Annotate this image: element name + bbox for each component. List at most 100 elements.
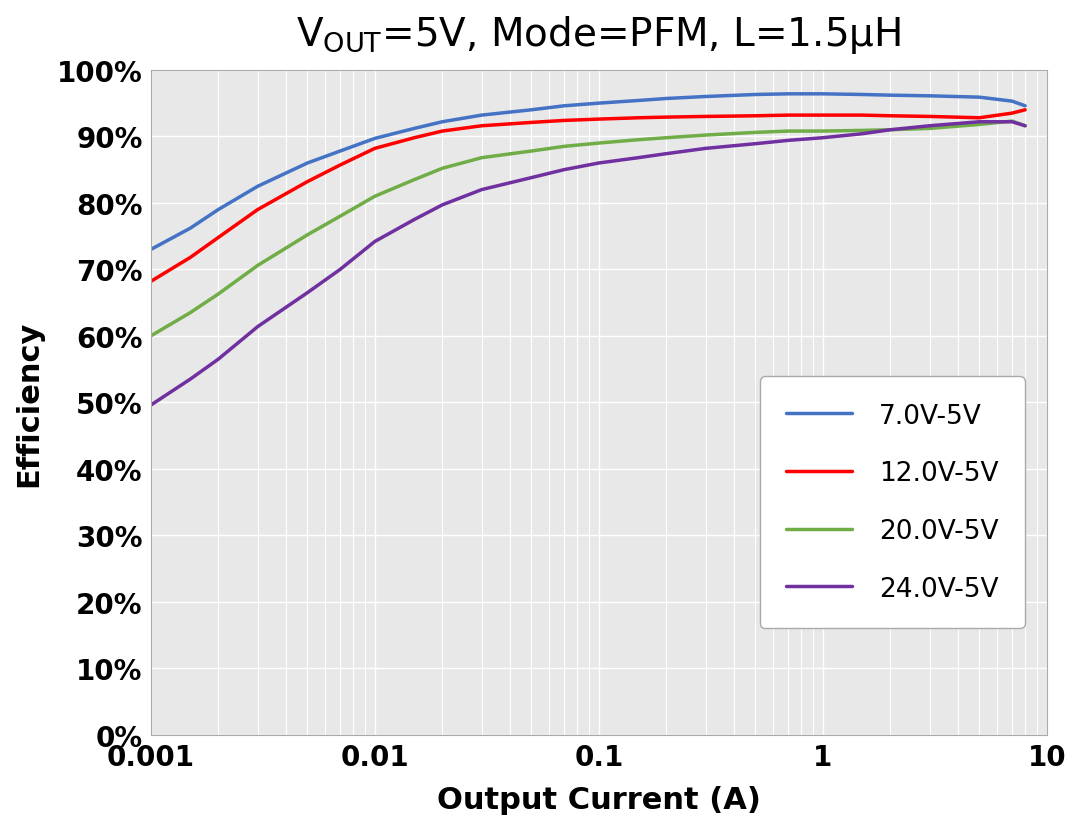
7.0V-5V bbox=[632, 96, 645, 106]
20.0V-5V bbox=[145, 331, 158, 341]
24.0V-5V bbox=[855, 130, 868, 140]
24.0V-5V bbox=[368, 237, 381, 247]
20.0V-5V bbox=[184, 308, 197, 318]
20.0V-5V bbox=[923, 124, 936, 134]
20.0V-5V bbox=[855, 127, 868, 137]
12.0V-5V bbox=[699, 113, 712, 123]
12.0V-5V bbox=[660, 113, 673, 123]
12.0V-5V bbox=[1005, 109, 1018, 119]
7.0V-5V bbox=[699, 93, 712, 103]
12.0V-5V bbox=[883, 112, 896, 122]
20.0V-5V bbox=[699, 131, 712, 141]
Line: 24.0V-5V: 24.0V-5V bbox=[151, 123, 1025, 406]
7.0V-5V bbox=[557, 102, 570, 112]
7.0V-5V bbox=[525, 106, 538, 116]
7.0V-5V bbox=[748, 90, 761, 100]
7.0V-5V bbox=[782, 89, 795, 99]
20.0V-5V bbox=[408, 176, 421, 185]
Y-axis label: Efficiency: Efficiency bbox=[14, 320, 43, 486]
12.0V-5V bbox=[782, 111, 795, 121]
7.0V-5V bbox=[184, 224, 197, 233]
20.0V-5V bbox=[660, 133, 673, 143]
24.0V-5V bbox=[782, 137, 795, 147]
20.0V-5V bbox=[252, 261, 265, 271]
Title: V$_{\mathsf{OUT}}$=5V, Mode=PFM, L=1.5μH: V$_{\mathsf{OUT}}$=5V, Mode=PFM, L=1.5μH bbox=[296, 14, 902, 55]
24.0V-5V bbox=[252, 322, 265, 332]
Line: 12.0V-5V: 12.0V-5V bbox=[151, 111, 1025, 282]
20.0V-5V bbox=[334, 212, 347, 222]
24.0V-5V bbox=[592, 159, 605, 169]
12.0V-5V bbox=[557, 116, 570, 126]
24.0V-5V bbox=[184, 375, 197, 385]
7.0V-5V bbox=[883, 91, 896, 101]
12.0V-5V bbox=[1018, 106, 1031, 116]
20.0V-5V bbox=[436, 164, 449, 174]
7.0V-5V bbox=[1018, 102, 1031, 112]
24.0V-5V bbox=[632, 153, 645, 163]
20.0V-5V bbox=[632, 136, 645, 146]
20.0V-5V bbox=[557, 142, 570, 152]
24.0V-5V bbox=[748, 140, 761, 150]
7.0V-5V bbox=[334, 147, 347, 156]
24.0V-5V bbox=[436, 200, 449, 210]
24.0V-5V bbox=[301, 288, 314, 298]
7.0V-5V bbox=[855, 90, 868, 100]
24.0V-5V bbox=[525, 173, 538, 183]
12.0V-5V bbox=[592, 115, 605, 125]
12.0V-5V bbox=[973, 113, 986, 123]
7.0V-5V bbox=[368, 134, 381, 144]
7.0V-5V bbox=[1005, 97, 1018, 107]
24.0V-5V bbox=[145, 401, 158, 411]
20.0V-5V bbox=[1005, 117, 1018, 127]
7.0V-5V bbox=[660, 94, 673, 104]
24.0V-5V bbox=[475, 185, 488, 195]
24.0V-5V bbox=[973, 118, 986, 128]
12.0V-5V bbox=[368, 144, 381, 154]
12.0V-5V bbox=[632, 113, 645, 123]
20.0V-5V bbox=[816, 127, 829, 137]
12.0V-5V bbox=[475, 122, 488, 132]
12.0V-5V bbox=[408, 133, 421, 143]
12.0V-5V bbox=[212, 233, 225, 243]
20.0V-5V bbox=[475, 153, 488, 163]
24.0V-5V bbox=[334, 265, 347, 275]
20.0V-5V bbox=[782, 127, 795, 137]
Line: 7.0V-5V: 7.0V-5V bbox=[151, 94, 1025, 250]
24.0V-5V bbox=[883, 126, 896, 136]
7.0V-5V bbox=[592, 99, 605, 109]
12.0V-5V bbox=[184, 253, 197, 263]
12.0V-5V bbox=[436, 127, 449, 137]
24.0V-5V bbox=[557, 166, 570, 176]
12.0V-5V bbox=[252, 205, 265, 215]
20.0V-5V bbox=[973, 120, 986, 130]
24.0V-5V bbox=[1005, 118, 1018, 128]
24.0V-5V bbox=[660, 150, 673, 160]
24.0V-5V bbox=[699, 144, 712, 154]
Legend: 7.0V-5V, 12.0V-5V, 20.0V-5V, 24.0V-5V: 7.0V-5V, 12.0V-5V, 20.0V-5V, 24.0V-5V bbox=[760, 377, 1025, 628]
7.0V-5V bbox=[145, 245, 158, 255]
20.0V-5V bbox=[883, 126, 896, 136]
7.0V-5V bbox=[252, 182, 265, 192]
24.0V-5V bbox=[1018, 122, 1031, 132]
X-axis label: Output Current (A): Output Current (A) bbox=[437, 785, 760, 814]
20.0V-5V bbox=[212, 290, 225, 300]
20.0V-5V bbox=[368, 192, 381, 202]
12.0V-5V bbox=[301, 177, 314, 187]
Line: 20.0V-5V: 20.0V-5V bbox=[151, 122, 1025, 336]
20.0V-5V bbox=[301, 230, 314, 240]
12.0V-5V bbox=[748, 112, 761, 122]
20.0V-5V bbox=[525, 147, 538, 156]
24.0V-5V bbox=[212, 354, 225, 364]
12.0V-5V bbox=[525, 118, 538, 128]
12.0V-5V bbox=[334, 161, 347, 171]
7.0V-5V bbox=[436, 118, 449, 128]
12.0V-5V bbox=[923, 113, 936, 123]
12.0V-5V bbox=[145, 277, 158, 287]
7.0V-5V bbox=[973, 93, 986, 103]
20.0V-5V bbox=[748, 128, 761, 138]
24.0V-5V bbox=[923, 122, 936, 132]
24.0V-5V bbox=[816, 133, 829, 143]
7.0V-5V bbox=[301, 159, 314, 169]
7.0V-5V bbox=[475, 111, 488, 121]
7.0V-5V bbox=[408, 124, 421, 134]
